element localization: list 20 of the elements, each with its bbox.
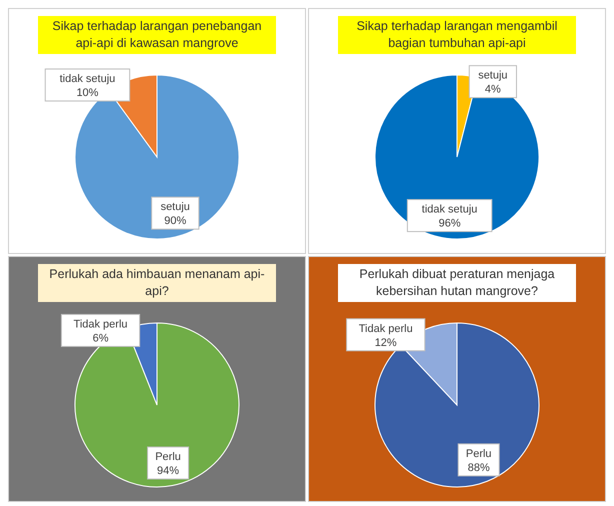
data-label: 90%	[164, 215, 186, 228]
data-label: 88%	[468, 462, 490, 474]
data-label: 10%	[76, 87, 99, 100]
slice-label: setuju	[160, 201, 190, 214]
chart-title: Perlukah dibuat peraturan menjaga kebersihan hutan mangrove?	[338, 264, 576, 302]
data-label: 96%	[438, 218, 461, 230]
data-label: 12%	[374, 336, 397, 349]
slice-label: Perlu	[155, 450, 181, 463]
data-label: 94%	[157, 464, 180, 477]
chart-title: Perlukah ada himbauan menanam api-api?	[38, 264, 276, 302]
slice-label: tidak setuju	[422, 204, 478, 216]
chart-title: Sikap terhadap larangan mengambil bagian tumbuhan api-api	[338, 16, 576, 54]
chart-title: Sikap terhadap larangan penebangan api-api di kawasan mangrove	[38, 16, 276, 54]
slice-label: Tidak perlu	[358, 322, 413, 335]
slice-label: tidak setuju	[60, 73, 116, 86]
slice-label: Tidak perlu	[74, 318, 128, 330]
slice-label: setuju	[478, 70, 508, 82]
slice-label: Perlu	[466, 448, 492, 460]
data-label: 4%	[484, 84, 502, 96]
data-label: 6%	[92, 332, 109, 344]
